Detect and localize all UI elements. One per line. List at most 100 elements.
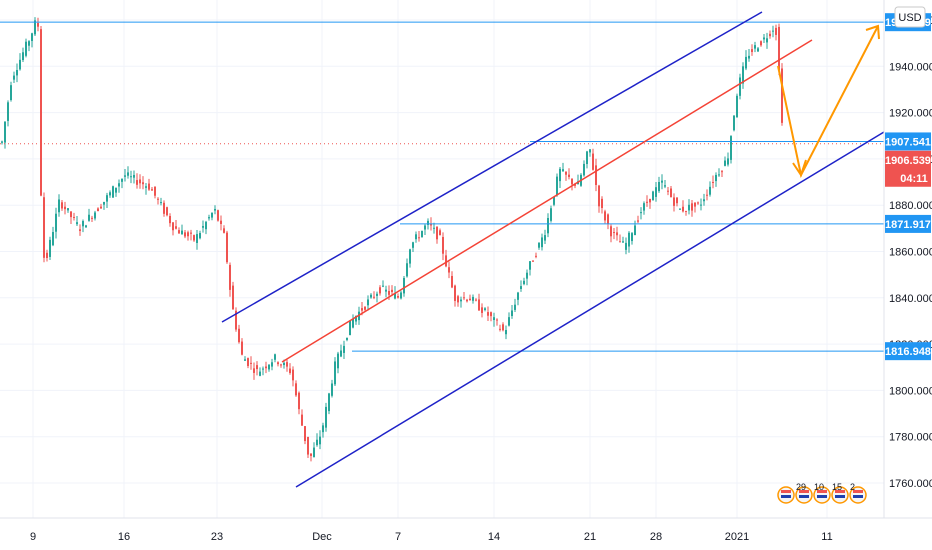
candle-body bbox=[733, 115, 735, 131]
price-axis[interactable]: 1760.0001780.0001800.0001820.0001840.000… bbox=[883, 0, 932, 518]
candle-body bbox=[529, 261, 531, 270]
candle-body bbox=[127, 172, 129, 176]
candle-body bbox=[409, 249, 411, 264]
candle-body bbox=[526, 272, 528, 279]
candle-body bbox=[178, 230, 180, 234]
candle-body bbox=[619, 241, 621, 243]
candle bbox=[514, 298, 516, 312]
candle bbox=[79, 224, 81, 236]
time-tick-label: 16 bbox=[118, 531, 130, 543]
candle bbox=[412, 241, 414, 253]
candle bbox=[466, 298, 468, 303]
candle bbox=[94, 210, 96, 221]
candle bbox=[616, 226, 618, 241]
candle-body bbox=[589, 149, 591, 153]
candle bbox=[730, 135, 732, 164]
candle bbox=[295, 380, 297, 397]
event-flag-icon[interactable] bbox=[831, 486, 849, 504]
candle-body bbox=[28, 41, 30, 46]
candle-body bbox=[19, 59, 21, 70]
candle-body bbox=[73, 216, 75, 218]
candle bbox=[760, 40, 762, 47]
candle bbox=[373, 291, 375, 300]
candle-body bbox=[223, 228, 225, 233]
price-label-text: 1816.948 bbox=[885, 346, 931, 358]
candle-body bbox=[400, 292, 402, 299]
candle-body bbox=[772, 30, 774, 32]
candle-body bbox=[133, 174, 135, 178]
candle bbox=[385, 285, 387, 298]
candle bbox=[325, 402, 327, 432]
event-flag-icon[interactable] bbox=[795, 486, 813, 504]
candle-body bbox=[778, 26, 780, 71]
candle bbox=[160, 197, 162, 206]
candle bbox=[742, 62, 744, 89]
candle bbox=[244, 356, 246, 361]
candle-body bbox=[388, 290, 390, 295]
candle bbox=[757, 47, 759, 52]
candle-body bbox=[562, 169, 564, 172]
candle bbox=[589, 149, 591, 157]
candle-body bbox=[412, 242, 414, 248]
countdown-timer: 04:11 bbox=[900, 173, 928, 185]
candle-body bbox=[622, 241, 624, 243]
candle-body bbox=[391, 289, 393, 293]
candle bbox=[241, 338, 243, 356]
candle bbox=[718, 168, 720, 177]
flag-stripe bbox=[817, 495, 827, 498]
candle-body bbox=[64, 206, 66, 210]
flag-stripe bbox=[835, 490, 845, 493]
candle-body bbox=[754, 45, 756, 49]
candle-body bbox=[505, 330, 507, 335]
event-flag-icon[interactable] bbox=[777, 486, 795, 504]
candle-body bbox=[271, 362, 273, 367]
candle-body bbox=[322, 425, 324, 433]
candle-body bbox=[244, 359, 246, 361]
candle-body bbox=[445, 255, 447, 267]
candle bbox=[97, 207, 99, 212]
candle-body bbox=[454, 285, 456, 301]
candle-body bbox=[217, 210, 219, 221]
candle bbox=[271, 358, 273, 371]
candle-body bbox=[421, 230, 423, 237]
candle-body bbox=[757, 48, 759, 52]
candle bbox=[49, 236, 51, 260]
candle bbox=[499, 324, 501, 332]
candle-body bbox=[205, 221, 207, 230]
candle bbox=[55, 207, 57, 239]
event-flag-icon[interactable] bbox=[849, 486, 867, 504]
candle bbox=[100, 203, 102, 210]
candle bbox=[592, 148, 594, 171]
price-label-bg bbox=[885, 132, 931, 151]
candle-body bbox=[337, 353, 339, 369]
candle bbox=[538, 242, 540, 250]
candle bbox=[481, 303, 483, 318]
candle-body bbox=[781, 68, 783, 123]
candle bbox=[478, 293, 480, 311]
candle-body bbox=[292, 369, 294, 381]
candle-body bbox=[586, 151, 588, 165]
time-tick-label: 28 bbox=[650, 531, 662, 543]
time-tick-label: 2021 bbox=[725, 531, 749, 543]
candle bbox=[31, 32, 33, 48]
candle-body bbox=[517, 292, 519, 300]
candle bbox=[679, 208, 681, 210]
candle bbox=[61, 200, 63, 211]
candle bbox=[463, 291, 465, 301]
event-flag-icon[interactable] bbox=[813, 486, 831, 504]
candle bbox=[223, 225, 225, 234]
time-axis[interactable]: 9 16 23 Dec 7 14 21 28 2021 11 bbox=[0, 517, 932, 543]
candle bbox=[175, 220, 177, 230]
candle bbox=[724, 156, 726, 167]
candle-body bbox=[34, 20, 36, 35]
candle-body bbox=[139, 179, 141, 184]
currency-badge[interactable]: USD bbox=[894, 6, 926, 28]
candle bbox=[256, 361, 258, 376]
candle-body bbox=[55, 213, 57, 232]
candle-body bbox=[151, 189, 153, 191]
candle bbox=[469, 294, 471, 301]
candle bbox=[328, 392, 330, 415]
candle bbox=[418, 230, 420, 242]
event-markers[interactable]: 29 10 15 2 bbox=[777, 482, 867, 504]
